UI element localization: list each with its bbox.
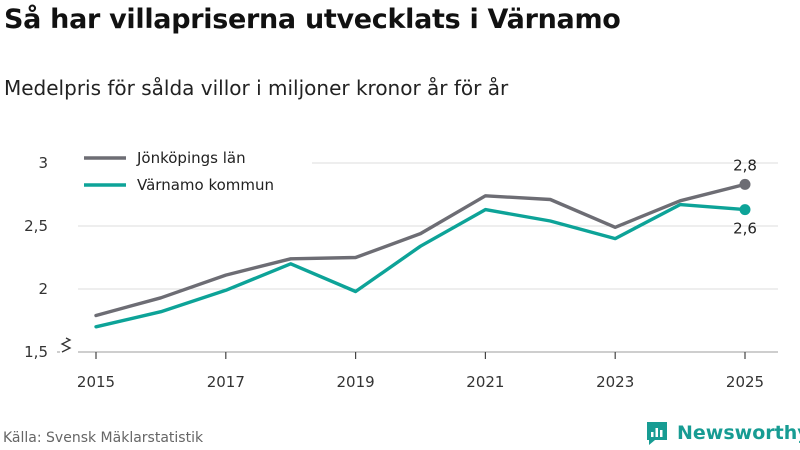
x-tick-label: 2025: [726, 373, 764, 391]
series-line-1: [94, 202, 747, 329]
legend-label-0: Jönköpings län: [136, 149, 246, 167]
x-tick-label: 2023: [596, 373, 634, 391]
chart-title: Så har villapriserna utvecklats i Värnam…: [4, 4, 621, 35]
chart-subtitle: Medelpris för sålda villor i miljoner kr…: [4, 76, 509, 100]
newsworthy-logo-icon: [647, 422, 667, 445]
y-tick-label: 2: [38, 280, 48, 298]
series-end-label-0: 2,8: [733, 156, 757, 174]
axis-break-icon: [60, 337, 72, 353]
series-line-0: [94, 182, 747, 318]
series-end-label-1: 2,6: [733, 220, 757, 238]
brand-logo: Newsworthy: [645, 419, 800, 447]
legend-label-1: Värnamo kommun: [137, 176, 274, 194]
y-tick-label: 2,5: [24, 217, 48, 235]
y-tick-label: 1,5: [24, 343, 48, 361]
x-tick-label: 2019: [337, 373, 375, 391]
brand-name: Newsworthy: [677, 422, 800, 444]
x-tick-label: 2021: [466, 373, 504, 391]
x-tick-label: 2015: [77, 373, 115, 391]
x-tick-label: 2017: [207, 373, 245, 391]
series-end-point-1: [739, 204, 751, 216]
legend-background: [76, 146, 312, 198]
y-tick-label: 3: [38, 154, 48, 172]
source-note: Källa: Svensk Mäklarstatistik: [3, 430, 204, 446]
series-end-point-0: [739, 178, 751, 190]
